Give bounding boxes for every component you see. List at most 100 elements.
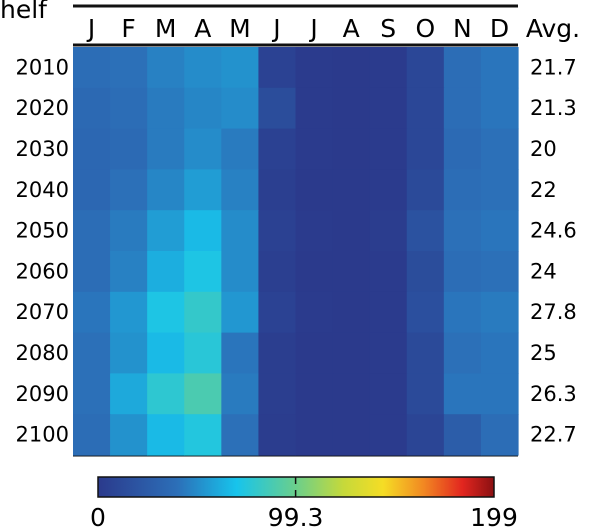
colorbar-ticks: 0 99.3 199 <box>90 477 518 532</box>
heatmap-cell <box>369 169 408 211</box>
heatmap-cell <box>480 332 519 374</box>
heatmap-cell <box>443 47 482 89</box>
heatmap-cell <box>443 251 482 293</box>
heatmap-cell <box>147 47 185 89</box>
heatmap-cell <box>110 169 148 211</box>
heatmap-cell <box>221 87 260 130</box>
heatmap-cell <box>443 291 482 334</box>
month-label: J <box>271 14 280 43</box>
heatmap-cell <box>147 87 185 130</box>
heatmap-cell <box>295 210 334 252</box>
heatmap-cell <box>295 47 334 89</box>
heatmap-cell <box>332 169 371 211</box>
heatmap-cell <box>147 332 185 374</box>
year-label: 2090 <box>16 382 69 406</box>
heatmap-cell <box>480 251 519 293</box>
heatmap-cell <box>184 128 222 170</box>
heatmap-cell <box>221 291 260 334</box>
heatmap-cell <box>73 291 111 334</box>
heatmap-cell <box>369 373 408 415</box>
heatmap-cell <box>480 210 519 252</box>
heatmap-cell <box>295 251 334 293</box>
heatmap-cell <box>73 332 111 374</box>
heatmap-cell <box>332 414 371 456</box>
heatmap-cell <box>73 169 111 211</box>
heatmap-cell <box>406 251 445 293</box>
heatmap-cell <box>480 87 519 130</box>
heatmap-cell <box>369 414 408 456</box>
avg-value: 21.7 <box>530 55 577 79</box>
month-label: O <box>415 14 435 43</box>
heatmap-cell <box>258 47 297 89</box>
heatmap-cell <box>295 169 334 211</box>
heatmap-cell <box>258 373 297 415</box>
heatmap-cell <box>184 291 222 334</box>
heatmap-cell <box>147 210 185 252</box>
year-label: 2030 <box>16 137 69 161</box>
heatmap-cell <box>184 47 222 89</box>
heatmap-cell <box>369 47 408 89</box>
avg-value: 20 <box>530 137 557 161</box>
heatmap-cell <box>184 87 222 130</box>
heatmap-cell <box>295 291 334 334</box>
heatmap-cell <box>332 47 371 89</box>
heatmap-cell <box>221 414 260 456</box>
year-label: 2100 <box>16 423 69 447</box>
heatmap-cell <box>73 47 111 89</box>
heatmap-cell <box>110 251 148 293</box>
heatmap-cell <box>332 373 371 415</box>
year-label: 2070 <box>16 300 69 324</box>
heatmap-cell <box>443 87 482 130</box>
month-label: F <box>121 14 135 43</box>
heatmap-cell <box>147 414 185 456</box>
heatmap-cell <box>110 210 148 252</box>
heatmap-cell <box>110 414 148 456</box>
avg-labels: 21.7 21.3 20 22 24.6 24 27.8 25 26.3 22.7 <box>530 55 577 446</box>
heatmap-cell <box>443 332 482 374</box>
heatmap-cell <box>369 128 408 170</box>
heatmap-cell <box>184 169 222 211</box>
heatmap-cell <box>332 251 371 293</box>
heatmap-cell <box>480 414 519 456</box>
avg-value: 24 <box>530 259 557 283</box>
heatmap-cell <box>406 128 445 170</box>
heatmap-cell <box>258 210 297 252</box>
heatmap-cells <box>73 47 519 456</box>
heatmap-cell <box>369 251 408 293</box>
month-label: M <box>155 14 177 43</box>
heatmap-cell <box>110 47 148 89</box>
avg-value: 25 <box>530 341 557 365</box>
heatmap-cell <box>221 251 260 293</box>
month-label: S <box>380 14 396 43</box>
year-label: 2050 <box>16 219 69 243</box>
heatmap-cell <box>258 128 297 170</box>
heatmap-cell <box>110 291 148 334</box>
heatmap-cell <box>184 332 222 374</box>
year-label: 2020 <box>16 96 69 120</box>
heatmap-cell <box>147 128 185 170</box>
month-label: N <box>453 14 472 43</box>
heatmap-cell <box>184 251 222 293</box>
heatmap-cell <box>480 291 519 334</box>
heatmap-cell <box>332 210 371 252</box>
heatmap-cell <box>406 87 445 130</box>
chart-title: helf <box>0 0 48 24</box>
heatmap-cell <box>73 251 111 293</box>
heatmap-cell <box>147 291 185 334</box>
month-label: A <box>343 14 360 43</box>
heatmap-cell <box>221 373 260 415</box>
heatmap-cell <box>147 251 185 293</box>
heatmap-cell <box>221 332 260 374</box>
heatmap-cell <box>406 291 445 334</box>
heatmap-cell <box>480 128 519 170</box>
heatmap-cell <box>258 332 297 374</box>
heatmap-cell <box>184 414 222 456</box>
heatmap-cell <box>443 169 482 211</box>
heatmap-cell <box>443 210 482 252</box>
heatmap-cell <box>147 169 185 211</box>
heatmap-cell <box>332 332 371 374</box>
heatmap-cell <box>406 210 445 252</box>
colorbar-tick-label: 99.3 <box>268 503 324 532</box>
